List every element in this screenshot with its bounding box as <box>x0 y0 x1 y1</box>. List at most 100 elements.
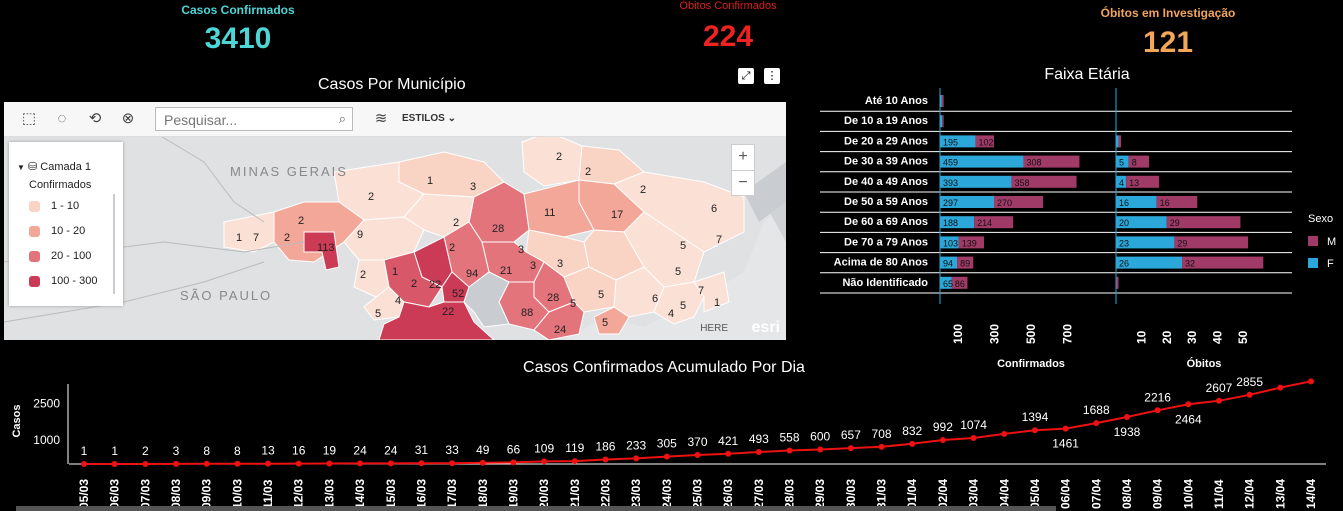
bar-male[interactable] <box>1118 135 1122 148</box>
bar-male[interactable] <box>994 196 1044 208</box>
bar-male[interactable] <box>1156 196 1198 208</box>
data-point[interactable] <box>909 440 916 447</box>
zoom-out-button[interactable]: − <box>738 174 748 191</box>
data-point[interactable] <box>1185 401 1192 408</box>
bar-male[interactable] <box>975 135 994 148</box>
data-point[interactable] <box>878 443 885 450</box>
data-point[interactable] <box>1215 397 1222 404</box>
bar-male[interactable] <box>1126 175 1160 188</box>
circle-select-icon[interactable]: ◌ <box>57 110 67 127</box>
bar-male[interactable] <box>941 95 944 107</box>
data-point[interactable] <box>357 460 364 467</box>
data-point[interactable] <box>939 436 946 443</box>
bar-male[interactable] <box>957 256 974 269</box>
x-axis-tick: 03/04 <box>967 479 981 509</box>
collapse-arrow-icon[interactable]: ▼ <box>17 163 25 172</box>
bar-male-label: 139 <box>962 238 977 248</box>
data-point[interactable] <box>633 455 640 462</box>
bar-female[interactable] <box>1116 135 1119 148</box>
bar-female[interactable] <box>940 256 958 269</box>
data-point[interactable] <box>1308 378 1314 385</box>
bar-male[interactable] <box>1166 216 1241 229</box>
lasso-select-icon[interactable]: ⟲ <box>88 110 102 127</box>
data-point[interactable] <box>295 460 302 467</box>
data-point[interactable] <box>1062 425 1069 432</box>
data-point[interactable] <box>541 458 548 465</box>
data-point[interactable] <box>418 460 425 467</box>
bar-female[interactable] <box>940 216 975 229</box>
bar-male[interactable] <box>951 276 968 289</box>
layers-icon[interactable]: ≋ <box>374 110 388 127</box>
data-point[interactable] <box>173 460 180 467</box>
bar-female[interactable] <box>940 276 952 289</box>
bar-female[interactable] <box>940 155 1024 168</box>
data-point[interactable] <box>81 460 87 467</box>
data-point[interactable] <box>571 458 578 465</box>
data-point[interactable] <box>1031 427 1038 434</box>
bar-male[interactable] <box>1023 155 1080 168</box>
data-point[interactable] <box>1277 384 1284 391</box>
legend-scrollbar[interactable] <box>113 194 115 294</box>
horizontal-scrollbar[interactable] <box>16 506 1056 511</box>
bar-female[interactable] <box>1116 155 1129 168</box>
data-point[interactable] <box>1001 430 1008 437</box>
data-point[interactable] <box>663 453 670 460</box>
bar-female[interactable] <box>940 236 959 249</box>
data-point[interactable] <box>1154 407 1161 414</box>
layer-name: Camada 1 <box>40 161 92 173</box>
bar-male[interactable] <box>1011 175 1077 188</box>
bar-female[interactable] <box>1116 216 1167 229</box>
bar-male[interactable] <box>974 216 1014 229</box>
bar-female[interactable] <box>1116 236 1175 249</box>
bar-male[interactable] <box>1116 276 1119 289</box>
bar-female[interactable] <box>940 196 994 208</box>
data-label: 8 <box>203 444 210 458</box>
data-point[interactable] <box>111 460 118 467</box>
bar-male[interactable] <box>1182 256 1264 269</box>
data-point[interactable] <box>1093 420 1100 427</box>
layer-header[interactable]: ▼ ⛁ Camada 1 <box>17 160 91 173</box>
bar-female[interactable] <box>1116 196 1157 208</box>
data-point[interactable] <box>203 460 210 467</box>
data-point[interactable] <box>847 445 854 452</box>
bar-male[interactable] <box>1128 155 1150 168</box>
data-point[interactable] <box>817 446 824 453</box>
bar-female[interactable] <box>1116 175 1127 188</box>
data-point[interactable] <box>387 460 394 467</box>
search-icon[interactable]: ⌕ <box>338 111 346 126</box>
data-point[interactable] <box>1123 414 1130 421</box>
bar-male[interactable] <box>942 115 944 128</box>
data-point[interactable] <box>1246 391 1253 398</box>
styles-dropdown[interactable]: ESTILOS ⌄ <box>402 113 456 124</box>
data-point[interactable] <box>725 450 732 457</box>
data-point[interactable] <box>602 456 609 463</box>
data-point[interactable] <box>326 460 333 467</box>
bar-female[interactable] <box>940 175 1012 188</box>
bar-female[interactable] <box>940 115 943 128</box>
expand-icon[interactable]: ⤢ <box>738 68 754 84</box>
bar-male[interactable] <box>1174 236 1249 249</box>
data-point[interactable] <box>479 459 486 466</box>
x-axis-tick: 24/03 <box>660 479 674 509</box>
bar-female[interactable] <box>940 135 976 148</box>
data-label: 421 <box>718 434 738 448</box>
zoom-in-button[interactable]: + <box>732 145 754 171</box>
data-point[interactable] <box>694 452 701 459</box>
rectangle-select-icon[interactable]: ⬚ <box>21 110 37 127</box>
more-options-icon[interactable]: ⋮ <box>764 68 780 84</box>
data-point[interactable] <box>265 460 272 467</box>
bar-female[interactable] <box>1116 256 1183 269</box>
map-view[interactable]: 2 1 3 2 2 2 6 11 17 28 2 9 2 1 7 2 113 2 3 7 5 2 1 94 21 3 3 5 2 22 52… <box>4 102 786 340</box>
data-point[interactable] <box>510 459 517 466</box>
data-point[interactable] <box>970 434 977 441</box>
bar-female[interactable] <box>940 95 942 107</box>
clear-selection-icon[interactable]: ⊗ <box>121 110 135 127</box>
data-point[interactable] <box>786 447 793 454</box>
search-box[interactable]: ⌕ <box>155 107 353 131</box>
search-input[interactable] <box>162 111 331 129</box>
bar-male[interactable] <box>958 236 984 249</box>
data-point[interactable] <box>449 460 456 467</box>
data-point[interactable] <box>142 460 149 467</box>
data-point[interactable] <box>755 449 762 456</box>
data-point[interactable] <box>234 460 241 467</box>
